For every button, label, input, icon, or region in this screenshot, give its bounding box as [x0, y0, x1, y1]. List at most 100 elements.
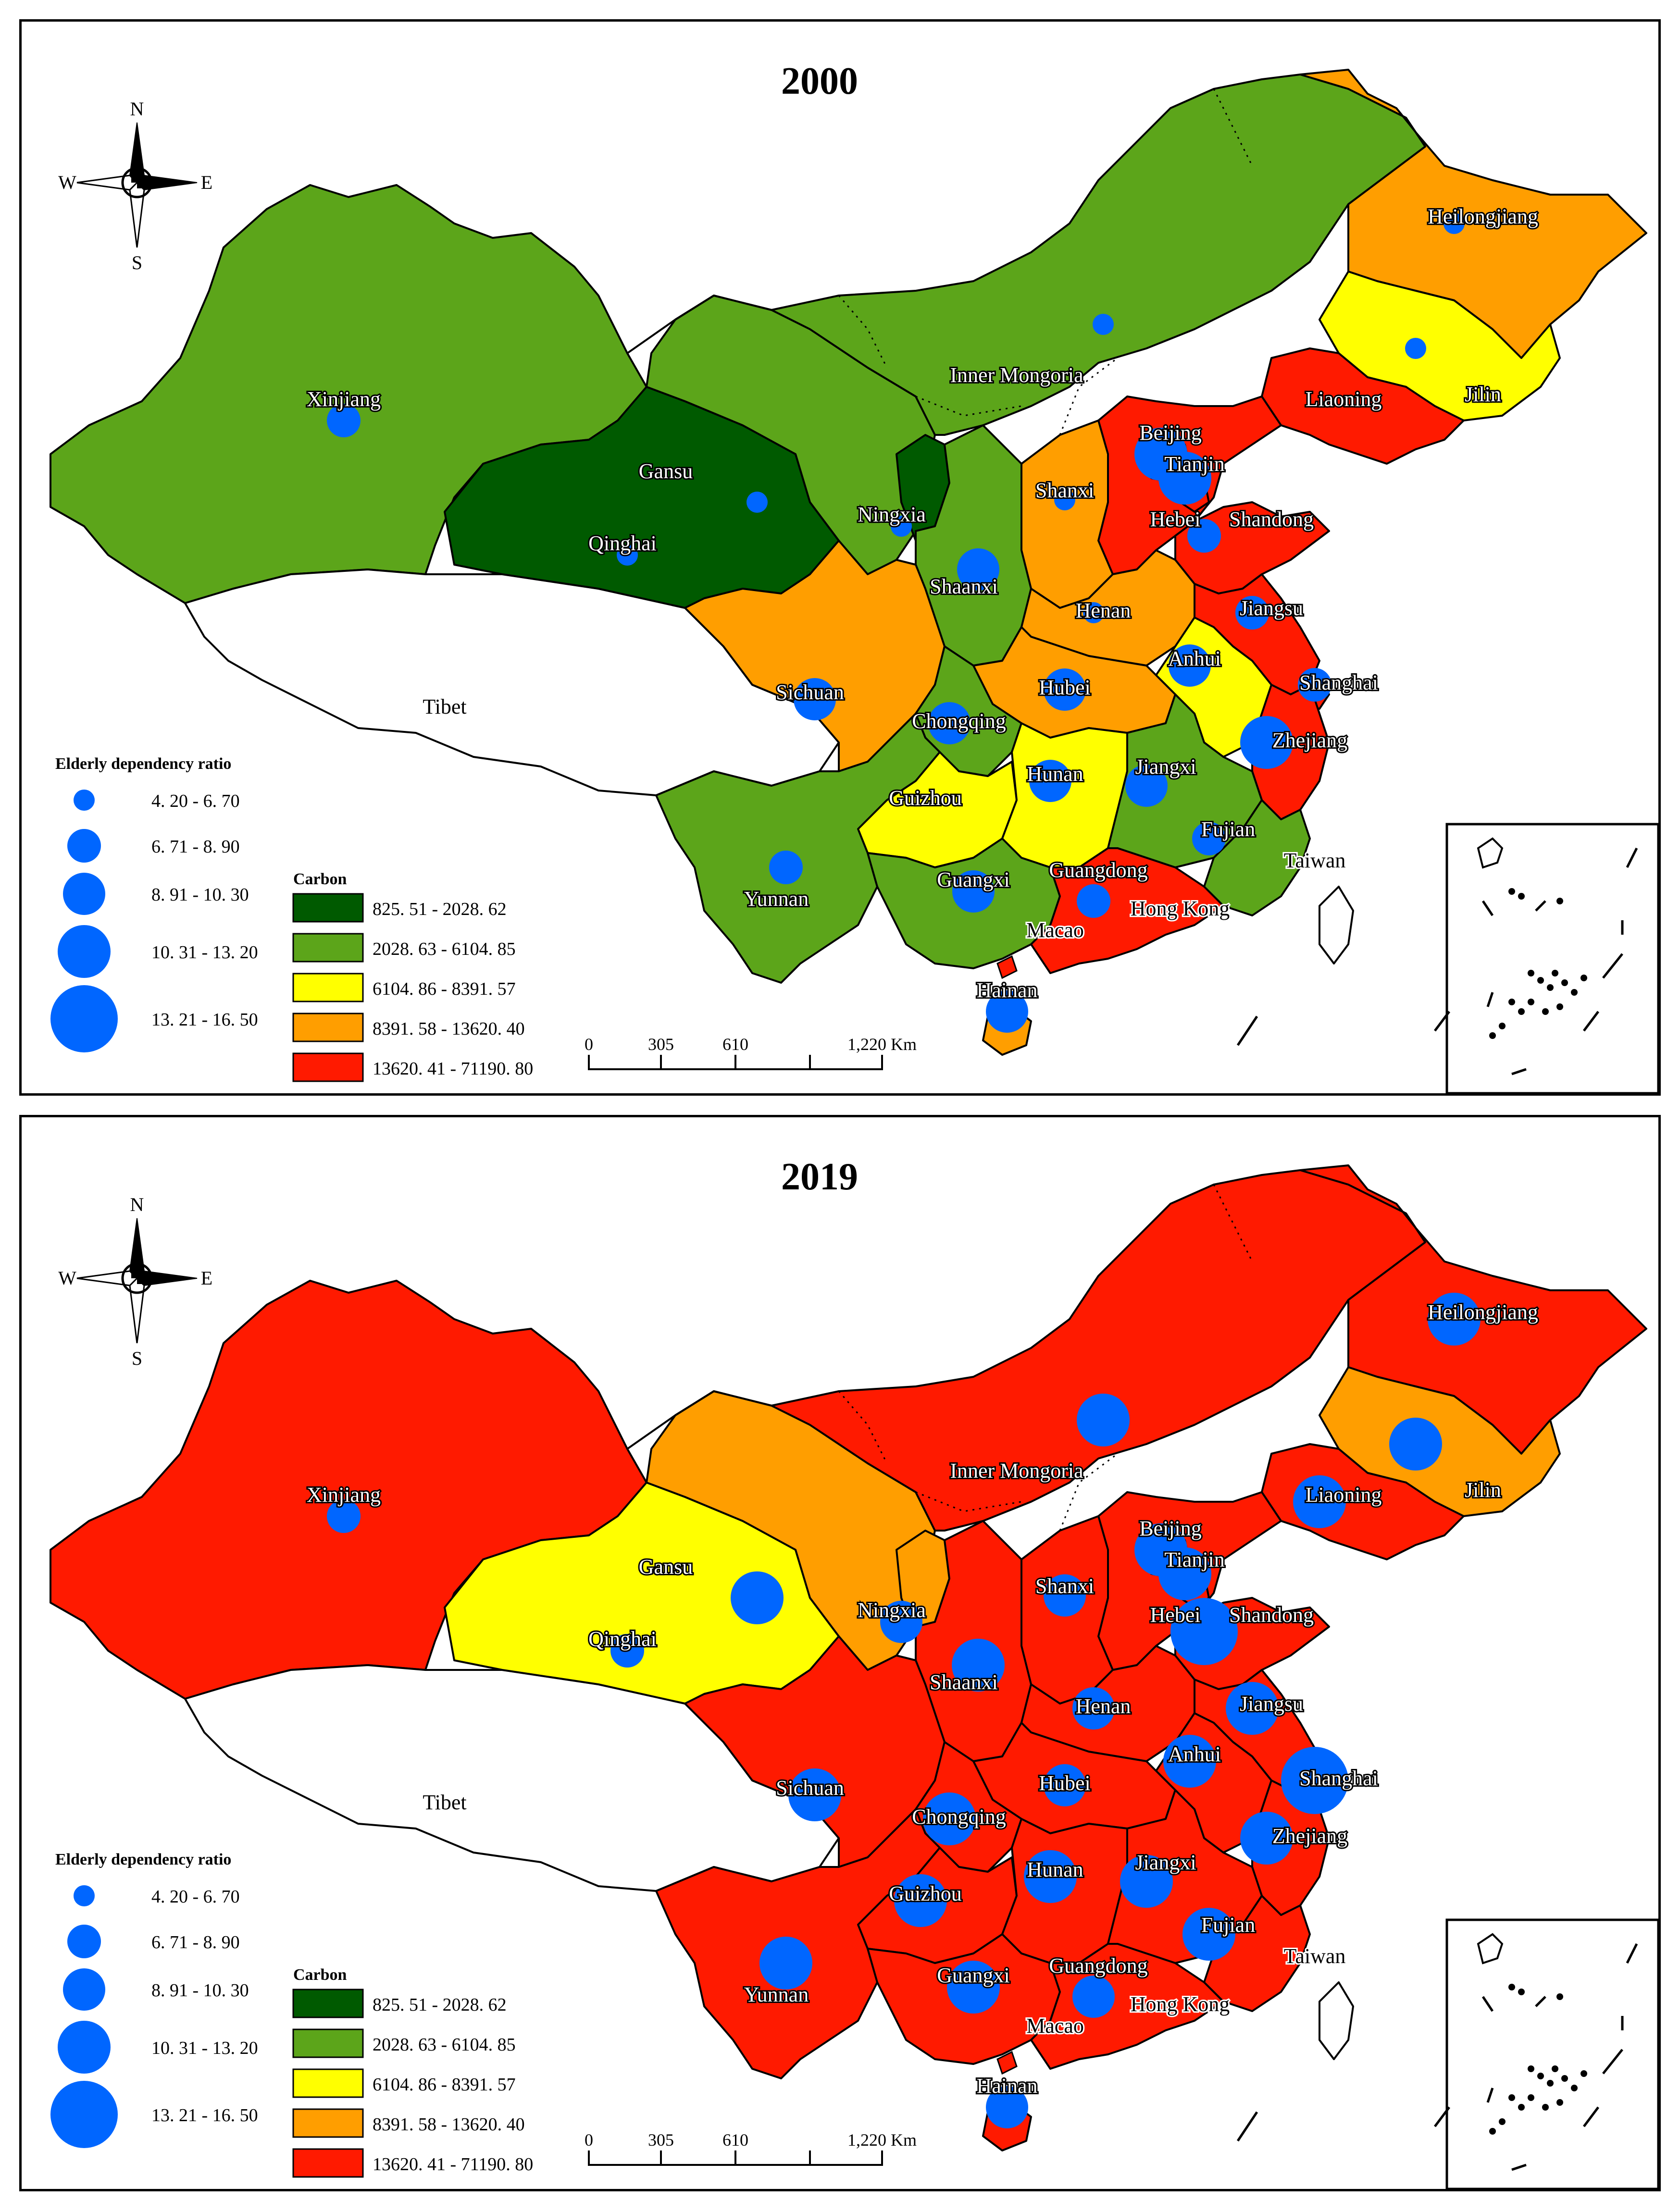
region-taiwan	[1319, 886, 1354, 964]
label-hainan: Hainan	[976, 978, 1037, 1002]
label-hebei: Hebei	[1150, 507, 1200, 531]
legend-swatch	[292, 2148, 364, 2178]
dash-line	[1434, 2106, 1450, 2127]
legend-carbon-label: 2028. 63 - 6104. 85	[373, 939, 516, 959]
scale-bar: 0 305 610 1,220 Km	[585, 2130, 917, 2166]
legend-bubble-label: 4. 20 - 6. 70	[151, 1887, 240, 1907]
label-hong-kong: Hong Kong	[1131, 1992, 1230, 2016]
dash-line	[1434, 1011, 1450, 1032]
scale-tick-label: 305	[648, 2130, 674, 2150]
inset-island	[1547, 984, 1554, 991]
inset-dash-line	[1511, 1068, 1527, 1075]
legend-swatch	[292, 933, 364, 963]
elderly-ratio-legend: Elderly dependency ratio 4. 20 - 6. 70 6. …	[50, 755, 258, 1052]
inset-dash-line	[1583, 1011, 1599, 1032]
legend-bubble-label: 8. 91 - 10. 30	[151, 885, 249, 905]
bubble-hubei	[1044, 668, 1086, 711]
north-arrow-icon: N S E W	[58, 98, 212, 273]
region-liaoning	[1261, 347, 1465, 465]
label-taiwan: Taiwan	[1284, 1944, 1346, 1968]
boundary-dash	[838, 295, 888, 368]
legend-carbon-label: 825. 51 - 2028. 62	[373, 899, 507, 919]
label-hunan: Hunan	[1027, 1858, 1083, 1881]
label-shanxi: Shanxi	[1035, 479, 1094, 502]
bubble-heilongjiang	[1444, 213, 1465, 234]
compass-s: S	[132, 1347, 142, 1369]
bubble-layer	[327, 213, 1465, 1033]
scale-tick-label: 1,220 Km	[847, 2130, 917, 2150]
bubble-chongqing	[923, 1792, 976, 1845]
inset-island	[1552, 2065, 1558, 2072]
bubble-guangdong	[1077, 884, 1110, 918]
inset-island	[1499, 2118, 1506, 2125]
island-macao-area	[996, 2051, 1018, 2075]
inset-island	[1571, 2085, 1578, 2091]
legend-swatch	[292, 973, 364, 1002]
scale-tick-label: 305	[648, 1035, 674, 1054]
label-beijing: Beijing	[1139, 421, 1202, 445]
label-yunnan: Yunnan	[744, 887, 809, 911]
bubble-sichuan	[794, 678, 836, 720]
label-sichuan: Sichuan	[776, 1776, 844, 1800]
inset-dash-line	[1583, 2106, 1599, 2127]
label-macao: Macao	[1026, 918, 1084, 942]
label-hunan: Hunan	[1027, 762, 1083, 786]
label-gansu: Gansu	[639, 459, 693, 483]
inset-dash-line	[1535, 1996, 1546, 2007]
bubble-guangxi	[952, 870, 995, 913]
legend-bubble-label: 10. 31 - 13. 20	[151, 942, 258, 963]
inset-dash-line	[1486, 992, 1494, 1007]
inset-dash-line	[1602, 953, 1623, 979]
legend-carbon-label: 6104. 86 - 8391. 57	[373, 979, 516, 999]
boundary-dash	[1213, 88, 1253, 166]
legend-carbon-label: 8391. 58 - 13620. 40	[373, 1019, 525, 1039]
label-tibet: Tibet	[423, 1791, 466, 1814]
label-shaanxi: Shaanxi	[930, 575, 998, 598]
inset-island	[1518, 1989, 1525, 1995]
legend-swatch	[292, 2108, 364, 2138]
compass-s: S	[132, 252, 142, 273]
bubble-tianjin	[1158, 452, 1211, 505]
label-shandong: Shandong	[1229, 507, 1314, 531]
scale-bar: 0 305 610 1,220 Km	[585, 1035, 917, 1070]
label-shanghai: Shanghai	[1299, 1767, 1378, 1790]
inset-island	[1508, 888, 1515, 895]
inset-dash-line	[1511, 2163, 1527, 2171]
island-macao-area	[996, 955, 1018, 979]
label-xinjiang: Xinjiang	[307, 387, 381, 411]
legend-bubble-label: 8. 91 - 10. 30	[151, 1980, 249, 2001]
label-yunnan: Yunnan	[744, 1983, 809, 2006]
bubble-ningxia	[891, 516, 912, 537]
legend-bubble	[74, 790, 95, 811]
legend-swatch	[292, 1013, 364, 1042]
legend-bubble	[58, 2021, 111, 2074]
bubble-henan	[1072, 1687, 1115, 1730]
scale-tick-label: 0	[585, 2130, 593, 2150]
bubble-guizhou	[894, 1874, 947, 1927]
inset-island	[1561, 979, 1568, 986]
label-layer: Xinjiang Tibet Qinghai Gansu Inner Mongoria N…	[305, 1299, 1540, 2099]
region-guangdong	[1030, 847, 1224, 974]
bubble-jilin	[1389, 1418, 1442, 1471]
legend-carbon-label: 13620. 41 - 71190. 80	[373, 2154, 533, 2175]
label-guangxi: Guangxi	[937, 868, 1010, 891]
legend-swatch	[292, 1052, 364, 1082]
legend-bubble-label: 10. 31 - 13. 20	[151, 2038, 258, 2058]
bubble-anhui	[1169, 644, 1211, 687]
inset-island	[1518, 2104, 1525, 2111]
inset-island	[1580, 2070, 1587, 2077]
label-zhejiang: Zhejiang	[1272, 729, 1347, 752]
label-ningxia: Ningxia	[858, 1598, 926, 1622]
label-henan: Henan	[1076, 1694, 1131, 1718]
bubble-ningxia	[880, 1601, 922, 1643]
south-china-sea-inset	[1445, 1918, 1658, 2189]
province-layer	[50, 1164, 1647, 2151]
label-taiwan: Taiwan	[1284, 849, 1346, 872]
label-hong-kong: Hong Kong	[1131, 897, 1230, 920]
legend-carbon-label: 2028. 63 - 6104. 85	[373, 2035, 516, 2055]
bubble-hainan	[986, 2086, 1028, 2128]
label-gansu: Gansu	[639, 1555, 693, 1579]
region-sichuan	[684, 540, 946, 772]
label-layer: Xinjiang Tibet Qinghai Gansu Inner Mongoria N…	[305, 203, 1540, 1003]
label-hubei: Hubei	[1039, 676, 1091, 699]
